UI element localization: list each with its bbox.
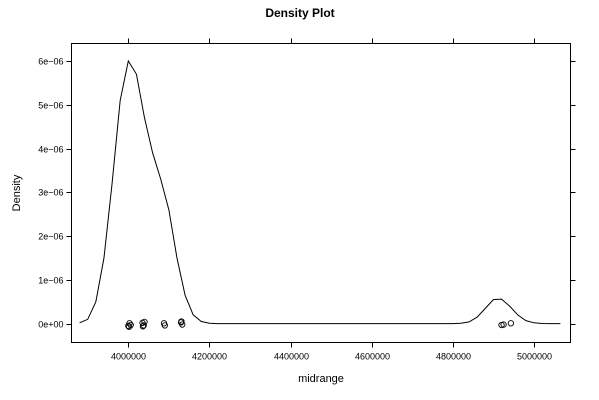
x-tick-label-1: 4200000 [192,352,227,362]
x-tick-label-2: 4400000 [274,352,309,362]
x-axis: 4000000 4200000 4400000 4600000 4800000 50000… [111,342,552,362]
x-tick-label-0: 4000000 [111,352,146,362]
x-axis-label: midrange [298,373,344,385]
y-axis: 0e+00 1e−06 2e−06 3e−06 4e−06 5e−06 6e−06 [38,57,72,330]
rug-point-11 [179,321,186,328]
plot-area [79,59,561,330]
y-tick-label-5: 5e−06 [38,101,63,111]
y-tick-label-0: 0e+00 [38,320,63,330]
y-tick-label-4: 4e−06 [38,145,63,155]
rug-point-5 [140,322,147,329]
rug-point-2 [127,321,134,329]
rug-point-7 [139,323,147,330]
plot-frame [71,43,571,343]
rug-point-6 [141,318,148,326]
y-tick-label-1: 1e−06 [38,276,63,286]
density-curve [79,59,561,325]
y-tick-label-3: 3e−06 [38,188,63,198]
top-axis-ticks [128,38,535,44]
rug-point-3 [125,323,133,330]
rug-point-12 [178,318,185,325]
chart-title: Density Plot [265,6,334,20]
y-tick-label-6: 6e−06 [38,57,63,67]
rug-point-14 [500,321,507,328]
y-tick-label-2: 2e−06 [38,232,63,242]
x-tick-label-4: 4800000 [436,352,471,362]
rug-point-9 [161,322,168,329]
right-axis-ticks [570,61,576,325]
y-axis-label: Density [11,174,23,211]
rug-point-1 [126,320,133,327]
x-tick-label-5: 5000000 [517,352,552,362]
x-tick-label-3: 4600000 [355,352,390,362]
rug-point-15 [507,320,515,327]
